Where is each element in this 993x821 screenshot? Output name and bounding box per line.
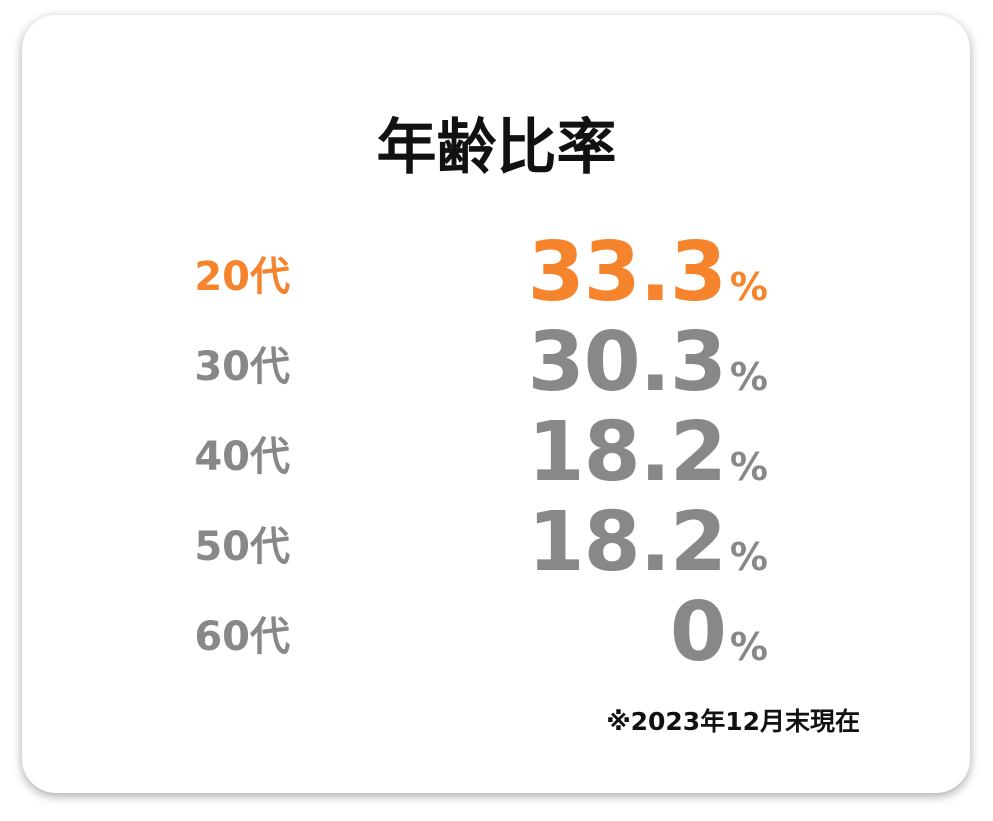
percentage: 33.3%: [528, 228, 768, 340]
row: 20代 33.3%: [0, 228, 993, 320]
percentage: 30.3%: [528, 318, 768, 430]
value: 18.2: [527, 405, 727, 500]
row: 40代 18.2%: [0, 408, 993, 500]
value: 0: [669, 585, 727, 680]
value: 18.2: [527, 495, 727, 590]
age-label: 20代: [194, 254, 290, 300]
title: 年齢比率: [376, 113, 617, 183]
unit: %: [729, 535, 768, 579]
row: 30代 30.3%: [0, 318, 993, 410]
age-label: 40代: [194, 434, 290, 480]
unit: %: [729, 355, 768, 399]
unit: %: [729, 265, 768, 309]
percentage: 0%: [670, 588, 768, 700]
row: 50代 18.2%: [0, 498, 993, 590]
card: [22, 15, 970, 793]
age-label: 60代: [194, 614, 290, 660]
value: 33.3: [527, 225, 727, 320]
note: ※2023年12月末現在: [606, 707, 860, 736]
row: 60代 0%: [0, 588, 993, 680]
percentage: 18.2%: [528, 498, 768, 610]
percentage: 18.2%: [528, 408, 768, 520]
unit: %: [729, 625, 768, 669]
age-label: 30代: [194, 344, 290, 390]
age-label: 50代: [194, 524, 290, 570]
value: 30.3: [527, 315, 727, 410]
unit: %: [729, 445, 768, 489]
